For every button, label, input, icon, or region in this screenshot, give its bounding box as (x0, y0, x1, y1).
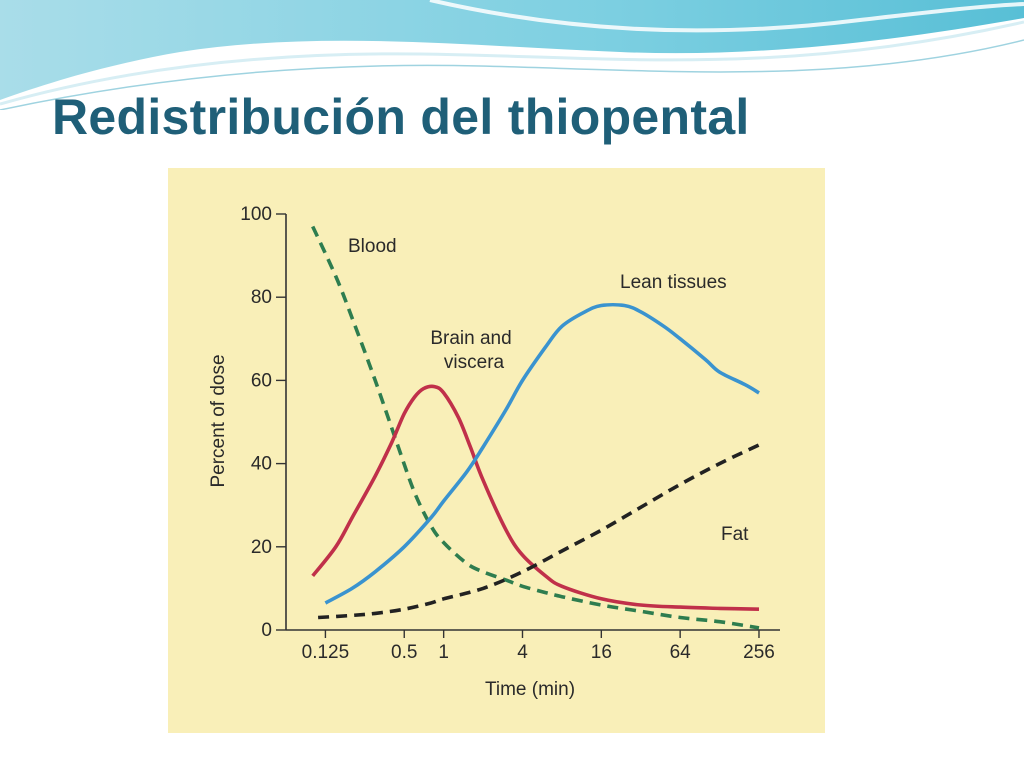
series-label-brain-line1: Brain and (430, 328, 511, 349)
series-line-lean-tissues (324, 302, 760, 605)
y-tick-label: 100 (240, 204, 272, 225)
x-tick-label: 64 (670, 642, 692, 663)
series-line-fat (318, 443, 760, 620)
series-label-blood: Blood (348, 236, 397, 257)
axes: 0 20 40 60 80 100 0.125 0.5 1 4 16 64 256 (240, 204, 780, 663)
slide-title: Redistribución del thiopental (52, 89, 750, 145)
series-label-fat: Fat (721, 524, 749, 545)
y-tick-label: 0 (261, 620, 272, 641)
series-label-brain-line2: viscera (444, 352, 505, 373)
chart-panel: 0 20 40 60 80 100 0.125 0.5 1 4 16 64 256 Percent of… (168, 168, 825, 733)
series-line-brain-and-viscera (311, 384, 760, 611)
y-tick-label: 40 (251, 454, 272, 475)
y-tick-label: 20 (251, 537, 272, 558)
x-tick-label: 4 (517, 642, 528, 663)
header-wave-decoration (0, 0, 1024, 110)
x-tick-label: 1 (438, 642, 449, 663)
x-axis-label: Time (min) (485, 679, 575, 700)
series-label-lean-tissues: Lean tissues (620, 272, 727, 293)
y-tick-label: 80 (251, 287, 272, 308)
x-tick-label: 0.5 (391, 642, 417, 663)
labels-layer: Percent of dose Time (min) Blood Brain a… (208, 236, 749, 700)
x-tick-label: 256 (743, 642, 775, 663)
x-tick-label: 0.125 (302, 642, 350, 663)
series-layer (311, 225, 760, 630)
series-line-blood (311, 225, 760, 630)
y-axis-label: Percent of dose (208, 354, 229, 487)
x-tick-label: 16 (591, 642, 612, 663)
line-chart: 0 20 40 60 80 100 0.125 0.5 1 4 16 64 256 Percent of… (208, 204, 780, 700)
y-tick-label: 60 (251, 370, 272, 391)
